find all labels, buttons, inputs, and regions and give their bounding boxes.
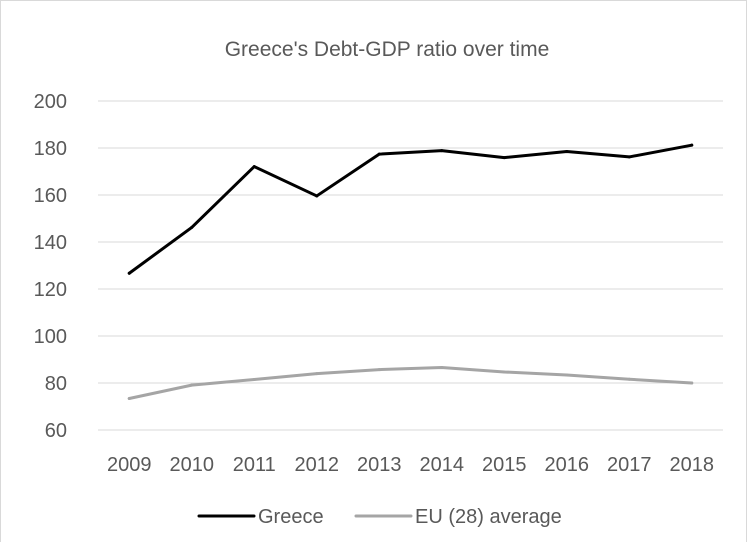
x-axis-labels: 2009 2010 2011 2012 2013 2014 2015 2016 2017 2018	[107, 454, 714, 476]
legend-label: Greece	[258, 506, 324, 528]
data-point	[315, 372, 319, 376]
data-point	[315, 194, 319, 198]
y-tick-label: 60	[45, 420, 67, 442]
data-point	[502, 370, 506, 374]
y-tick-label: 120	[34, 279, 67, 301]
y-tick-label: 100	[34, 326, 67, 348]
legend-item: Greece	[197, 506, 324, 528]
data-point	[377, 368, 381, 372]
data-point	[377, 152, 381, 156]
x-tick-label: 2016	[545, 454, 590, 476]
y-tick-label: 180	[34, 138, 67, 160]
x-tick-label: 2015	[482, 454, 527, 476]
y-tick-label: 80	[45, 373, 67, 395]
chart-title: Greece's Debt-GDP ratio over time	[225, 38, 550, 61]
series-greece	[127, 143, 694, 275]
x-tick-label: 2009	[107, 454, 152, 476]
data-point	[127, 271, 131, 275]
legend-label: EU (28) average	[415, 506, 562, 528]
x-tick-label: 2014	[420, 454, 465, 476]
x-tick-label: 2011	[233, 454, 276, 476]
legend: Greece EU (28) average	[197, 506, 562, 528]
x-tick-label: 2013	[357, 454, 402, 476]
data-point	[565, 373, 569, 377]
legend-item: EU (28) average	[354, 506, 562, 528]
data-point	[690, 143, 694, 147]
data-point	[252, 377, 256, 381]
data-point	[440, 365, 444, 369]
x-tick-label: 2018	[670, 454, 715, 476]
data-point	[565, 150, 569, 154]
data-point	[127, 397, 131, 401]
series-line	[127, 143, 694, 275]
y-tick-label: 160	[34, 185, 67, 207]
data-point	[690, 381, 694, 385]
data-point	[627, 377, 631, 381]
data-point	[627, 155, 631, 159]
series-lines	[127, 143, 694, 401]
data-point	[440, 149, 444, 153]
x-tick-label: 2010	[170, 454, 215, 476]
x-tick-label: 2012	[295, 454, 340, 476]
y-axis-labels: 60 80 100 120 140 160 180 200	[34, 91, 67, 442]
data-point	[502, 156, 506, 160]
y-tick-label: 200	[34, 91, 67, 113]
x-tick-label: 2017	[607, 454, 652, 476]
series-line	[127, 365, 694, 401]
data-point	[190, 383, 194, 387]
data-point	[252, 165, 256, 169]
y-tick-label: 140	[34, 232, 67, 254]
data-point	[190, 225, 194, 229]
series-eu-28-average	[127, 365, 694, 401]
